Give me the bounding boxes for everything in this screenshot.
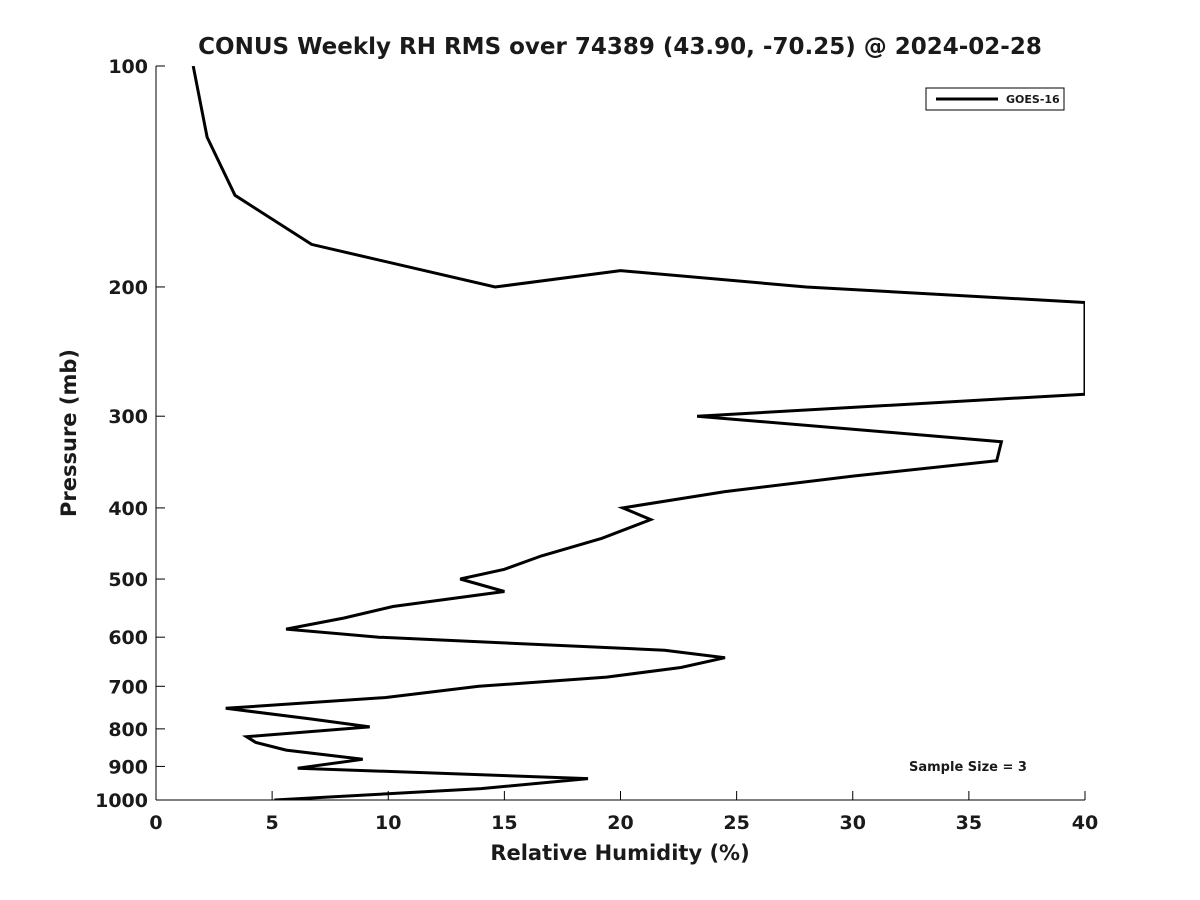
x-tick-label-35: 35 [956, 812, 982, 834]
chart-title: CONUS Weekly RH RMS over 74389 (43.90, -… [198, 34, 1042, 60]
y-tick-label-400: 400 [108, 498, 148, 520]
x-tick-label-25: 25 [723, 812, 749, 834]
legend-label-goes-16: GOES-16 [1006, 93, 1060, 106]
x-tick-label-20: 20 [607, 812, 633, 834]
y-tick-label-600: 600 [108, 627, 148, 649]
y-tick-label-800: 800 [108, 719, 148, 741]
y-tick-label-300: 300 [108, 406, 148, 428]
y-tick-label-900: 900 [108, 756, 148, 778]
plot-area: 0 5 10 15 20 25 30 35 40 100 200 300 400 500 600 700 800… [95, 56, 1098, 834]
x-tick-label-5: 5 [266, 812, 279, 834]
x-tick-label-30: 30 [840, 812, 866, 834]
y-tick-label-100: 100 [108, 56, 148, 78]
series-line-goes-16 [191, 66, 1085, 800]
sample-size-annotation: Sample Size = 3 [909, 760, 1027, 775]
x-tick-label-0: 0 [149, 812, 162, 834]
x-tick-label-10: 10 [375, 812, 401, 834]
y-tick-label-200: 200 [108, 277, 148, 299]
y-tick-label-700: 700 [108, 676, 148, 698]
legend: GOES-16 [925, 87, 1065, 111]
y-axis-label: Pressure (mb) [57, 349, 81, 517]
y-tick-label-500: 500 [108, 569, 148, 591]
x-tick-label-15: 15 [491, 812, 517, 834]
x-axis-label: Relative Humidity (%) [490, 841, 749, 865]
x-tick-label-40: 40 [1072, 812, 1098, 834]
y-tick-label-1000: 1000 [95, 790, 148, 812]
